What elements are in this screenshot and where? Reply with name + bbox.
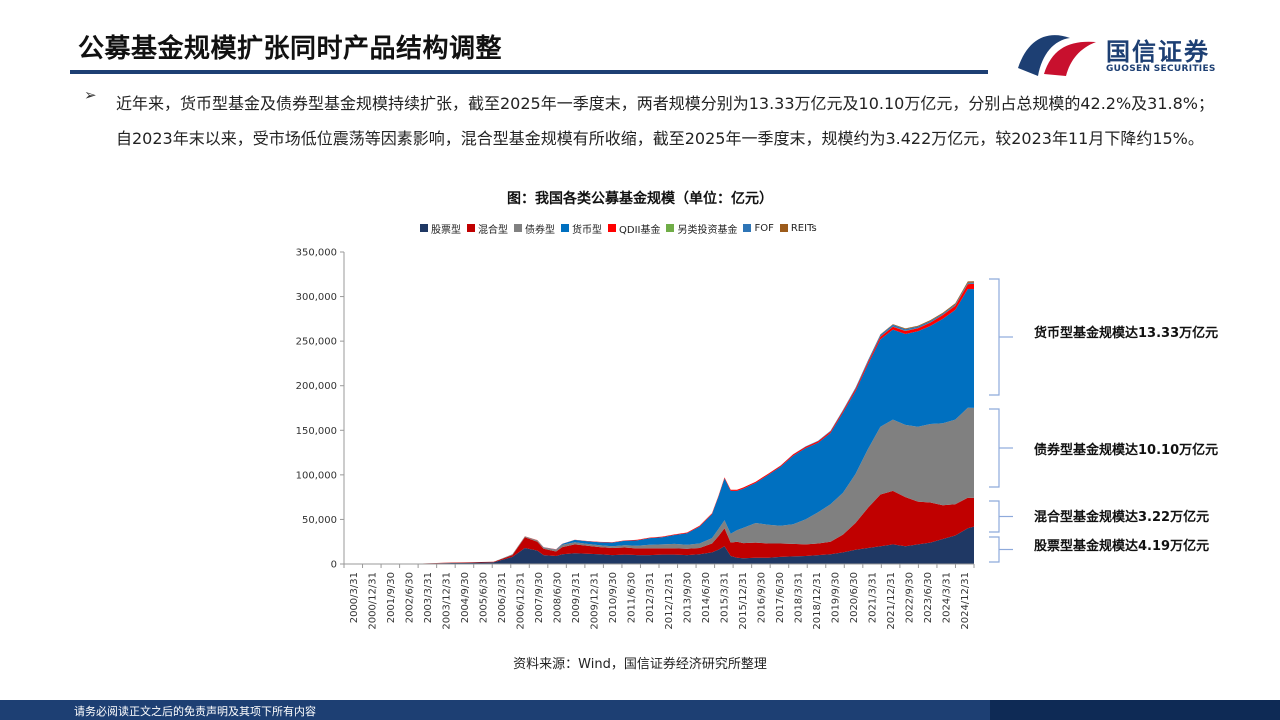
x-tick-label: 2019/9/30 bbox=[831, 572, 842, 623]
x-tick-label: 2004/9/30 bbox=[460, 572, 471, 623]
legend-swatch bbox=[561, 224, 569, 232]
guosen-logo: 国信证券 GUOSEN SECURITIES bbox=[1018, 28, 1218, 78]
legend-label: REITs bbox=[790, 222, 817, 234]
footer-disclaimer: 请务必阅读正文之后的免责声明及其项下所有内容 bbox=[74, 705, 316, 718]
x-tick-label: 2016/9/30 bbox=[756, 572, 767, 623]
source-note: 资料来源：Wind，国信证券经济研究所整理 bbox=[513, 657, 767, 672]
annotation-bond: 债券型基金规模达10.10万亿元 bbox=[1034, 443, 1219, 458]
legend-swatch bbox=[467, 224, 475, 232]
y-tick-label: 50,000 bbox=[302, 515, 337, 526]
y-tick-label: 250,000 bbox=[296, 337, 337, 348]
x-tick-label: 2003/3/31 bbox=[423, 572, 434, 623]
x-tick-label: 2011/6/30 bbox=[627, 572, 638, 623]
x-tick-label: 2013/9/30 bbox=[682, 572, 693, 623]
x-tick-label: 2023/6/30 bbox=[923, 572, 934, 623]
y-tick-label: 150,000 bbox=[296, 426, 337, 437]
page-title: 公募基金规模扩张同时产品结构调整 bbox=[78, 34, 503, 64]
logo-chinese-name: 国信证券 bbox=[1106, 37, 1210, 66]
legend-label: 股票型 bbox=[431, 224, 461, 236]
x-tick-label: 2021/12/31 bbox=[886, 572, 897, 630]
x-tick-label: 2007/9/30 bbox=[534, 572, 545, 623]
x-tick-label: 2014/6/30 bbox=[701, 572, 712, 623]
legend-item: QDII基金 bbox=[608, 221, 660, 236]
y-tick-label: 350,000 bbox=[296, 248, 337, 259]
bracket-bond bbox=[989, 408, 1000, 488]
legend-swatch bbox=[779, 224, 788, 232]
legend-swatch bbox=[514, 224, 522, 232]
legend-label: QDII基金 bbox=[619, 224, 661, 236]
x-tick-label: 2021/3/31 bbox=[868, 572, 879, 623]
series-area-混合型 bbox=[344, 490, 974, 564]
x-tick-label: 2006/12/31 bbox=[516, 572, 527, 630]
y-tick-label: 300,000 bbox=[296, 292, 337, 303]
x-tick-label: 2020/6/30 bbox=[849, 572, 860, 623]
bracket-mixed bbox=[989, 500, 1000, 533]
legend-swatch bbox=[743, 224, 752, 232]
x-tick-label: 2018/3/31 bbox=[793, 572, 804, 623]
x-tick-label: 2022/9/30 bbox=[905, 572, 916, 623]
x-tick-label: 2009/3/31 bbox=[571, 572, 582, 623]
chart-title: 图：我国各类公募基金规模（单位：亿元） bbox=[507, 191, 773, 207]
legend-label: 混合型 bbox=[478, 224, 508, 236]
bracket-stock bbox=[989, 536, 1000, 563]
x-tick-label: 2002/6/30 bbox=[404, 572, 415, 623]
x-tick-label: 2024/12/31 bbox=[960, 572, 971, 630]
x-tick-label: 2012/3/31 bbox=[645, 572, 656, 623]
x-tick-label: 2006/3/31 bbox=[497, 572, 508, 623]
legend-label: 债券型 bbox=[525, 224, 555, 236]
x-tick-label: 2003/12/31 bbox=[441, 572, 452, 630]
logo-english-name: GUOSEN SECURITIES bbox=[1106, 64, 1216, 74]
x-tick-label: 2015/12/31 bbox=[738, 572, 749, 630]
x-tick-label: 2024/3/31 bbox=[942, 572, 953, 623]
annotation-money: 货币型基金规模达13.33万亿元 bbox=[1034, 326, 1219, 341]
y-tick-label: 200,000 bbox=[296, 381, 337, 392]
guosen-logo-icon bbox=[1018, 35, 1096, 76]
x-tick-label: 2001/9/30 bbox=[386, 572, 397, 623]
legend-item: FOF bbox=[743, 222, 774, 234]
x-tick-label: 2000/12/31 bbox=[367, 572, 378, 630]
x-tick-label: 2018/12/31 bbox=[812, 572, 823, 630]
footer-accent bbox=[990, 700, 1280, 720]
legend-item: 混合型 bbox=[467, 221, 508, 236]
annotation-stock: 股票型基金规模达4.19万亿元 bbox=[1034, 539, 1210, 554]
footer-bar: 请务必阅读正文之后的免责声明及其项下所有内容 bbox=[0, 700, 1280, 720]
legend-item: 债券型 bbox=[514, 221, 555, 236]
legend-swatch bbox=[666, 224, 675, 232]
x-tick-label: 2000/3/31 bbox=[349, 572, 360, 623]
x-tick-label: 2010/9/30 bbox=[608, 572, 619, 623]
series-area-债券型 bbox=[344, 407, 974, 564]
title-rule bbox=[70, 70, 988, 74]
y-tick-label: 0 bbox=[331, 560, 337, 571]
legend-swatch bbox=[608, 224, 616, 232]
series-area-股票型 bbox=[344, 526, 974, 564]
x-tick-label: 2005/6/30 bbox=[478, 572, 489, 623]
x-tick-label: 2012/12/31 bbox=[664, 572, 675, 630]
bracket-money bbox=[989, 278, 1000, 396]
x-tick-label: 2017/6/30 bbox=[775, 572, 786, 623]
legend-swatch bbox=[420, 224, 428, 232]
series-area-货币型 bbox=[344, 289, 974, 564]
legend-label: FOF bbox=[754, 222, 774, 234]
bullet-arrow-icon: ➢ bbox=[84, 86, 97, 104]
x-tick-label: 2008/6/30 bbox=[553, 572, 564, 623]
summary-text: 近年来，货币型基金及债券型基金规模持续扩张，截至2025年一季度末，两者规模分别… bbox=[116, 94, 1214, 148]
chart-legend: 股票型 混合型 债券型 货币型 QDII基金 另类投资基金 FOF REITs bbox=[420, 221, 823, 236]
legend-item: 股票型 bbox=[420, 221, 461, 236]
legend-item: 另类投资基金 bbox=[666, 221, 737, 236]
annotation-mixed: 混合型基金规模达3.22万亿元 bbox=[1034, 510, 1210, 525]
x-tick-label: 2015/3/31 bbox=[719, 572, 730, 623]
legend-label: 另类投资基金 bbox=[677, 224, 738, 236]
legend-item: REITs bbox=[779, 222, 817, 234]
legend-label: 货币型 bbox=[572, 224, 602, 236]
y-tick-label: 100,000 bbox=[296, 470, 337, 481]
legend-item: 货币型 bbox=[561, 221, 602, 236]
x-tick-label: 2009/12/31 bbox=[590, 572, 601, 630]
